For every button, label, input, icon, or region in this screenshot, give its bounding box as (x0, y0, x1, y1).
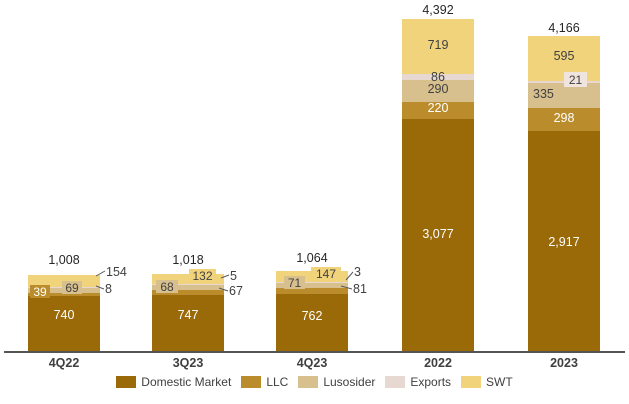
segment-exports-2022[interactable] (402, 74, 474, 80)
total-label-2023: 4,166 (548, 21, 580, 35)
value-label-llc-2022: 220 (427, 101, 449, 115)
legend-swatch-llc (241, 376, 262, 388)
segment-exports-3q23[interactable] (152, 284, 224, 285)
segment-llc-2023[interactable] (528, 108, 600, 131)
value-label-lusosider-4q23: 71 (284, 276, 305, 290)
segment-swt-3q23[interactable] (152, 274, 224, 284)
x-axis-label-4q22: 4Q22 (48, 356, 80, 370)
segment-exports-4q23[interactable] (276, 282, 348, 283)
legend-item-exports[interactable]: Exports (385, 375, 451, 389)
bar-2023[interactable] (528, 36, 600, 352)
value-label-llc-4q22: 39 (30, 285, 50, 299)
segment-llc-4q22[interactable] (28, 293, 100, 296)
legend-swatch-swt (461, 376, 482, 388)
segment-domestic-4q22[interactable] (28, 296, 100, 352)
legend-item-swt[interactable]: SWT (461, 375, 513, 389)
legend: Domestic Market LLC Lusosider Exports SW… (0, 375, 629, 389)
segment-llc-3q23[interactable] (152, 290, 224, 295)
segment-lusosider-2023[interactable] (528, 83, 600, 108)
legend-item-lusosider[interactable]: Lusosider (298, 375, 375, 389)
legend-label-domestic-market: Domestic Market (141, 375, 232, 389)
value-label-lusosider-4q22: 69 (62, 281, 82, 295)
value-label-domestic-4q22: 740 (53, 308, 75, 322)
x-axis-label-4q23: 4Q23 (296, 356, 328, 370)
value-label-lusosider-2023: 335 (533, 87, 554, 101)
bar-2022[interactable] (402, 19, 474, 352)
legend-item-domestic-market[interactable]: Domestic Market (116, 375, 231, 389)
legend-item-llc[interactable]: LLC (241, 375, 288, 389)
value-label-domestic-2023: 2,917 (548, 235, 580, 249)
segment-swt-2022[interactable] (402, 19, 474, 74)
value-label-llc-3q23: 67 (229, 284, 243, 298)
value-label-lusosider-2022: 290 (427, 82, 449, 96)
x-axis-label-2022: 2022 (424, 356, 452, 370)
legend-swatch-exports (385, 376, 406, 388)
value-label-swt-4q23: 147 (311, 267, 341, 281)
segment-lusosider-4q23[interactable] (276, 283, 348, 288)
total-label-2022: 4,392 (422, 3, 454, 17)
value-label-domestic-4q23: 762 (301, 309, 323, 323)
bar-3q23[interactable] (152, 274, 224, 352)
legend-swatch-domestic-market (116, 376, 137, 388)
segment-domestic-3q23[interactable] (152, 295, 224, 352)
legend-label-lusosider: Lusosider (323, 375, 376, 389)
segment-llc-4q23[interactable] (276, 288, 348, 294)
x-axis-label-3q23: 3Q23 (172, 356, 204, 370)
segment-domestic-2022[interactable] (402, 119, 474, 352)
value-label-exports-3q23: 5 (230, 269, 237, 283)
value-label-swt-2023: 595 (553, 49, 575, 63)
value-label-exports-2022: 86 (431, 70, 445, 84)
value-label-swt-4q22: 154 (106, 265, 127, 279)
value-label-swt-3q23: 132 (189, 269, 216, 283)
value-label-exports-2023: 21 (564, 72, 587, 87)
value-label-llc-4q23: 81 (353, 282, 367, 296)
value-label-exports-4q22: 8 (105, 282, 112, 296)
segment-llc-2022[interactable] (402, 102, 474, 119)
value-label-swt-2022: 719 (427, 38, 449, 52)
segment-lusosider-3q23[interactable] (152, 285, 224, 290)
value-label-domestic-2022: 3,077 (422, 227, 454, 241)
segment-domestic-2023[interactable] (528, 131, 600, 352)
segment-lusosider-2022[interactable] (402, 80, 474, 102)
legend-label-llc: LLC (266, 375, 289, 389)
value-label-exports-4q23: 3 (354, 265, 361, 279)
legend-label-swt: SWT (486, 375, 513, 389)
value-label-llc-2023: 298 (553, 111, 575, 125)
legend-swatch-lusosider (298, 376, 319, 388)
x-axis-line (4, 351, 625, 353)
total-label-4q23: 1,064 (296, 251, 328, 265)
legend-label-exports: Exports (410, 375, 452, 389)
segment-domestic-4q23[interactable] (276, 294, 348, 352)
value-label-domestic-3q23: 747 (177, 308, 199, 322)
value-label-lusosider-3q23: 68 (156, 280, 178, 294)
total-label-3q23: 1,018 (172, 253, 204, 267)
x-axis-label-2023: 2023 (550, 356, 578, 370)
total-label-4q22: 1,008 (48, 253, 80, 267)
